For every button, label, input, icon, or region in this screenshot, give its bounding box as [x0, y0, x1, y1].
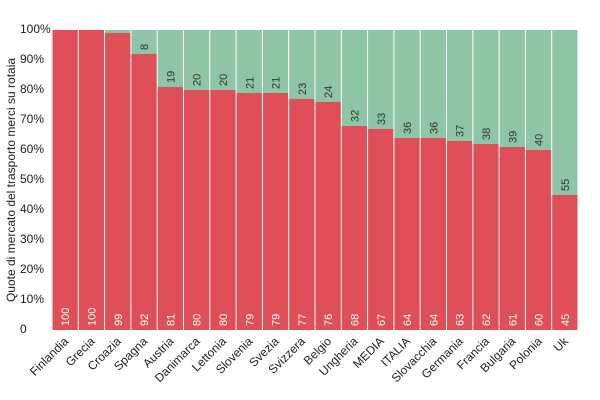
y-tick-label: 70%	[20, 112, 44, 126]
value-label: 38	[481, 128, 493, 140]
bar-segment	[262, 93, 289, 330]
value-label: 100	[86, 308, 98, 326]
y-tick-label: 50%	[20, 172, 44, 186]
value-label: 36	[428, 122, 440, 134]
bar-segment	[78, 30, 105, 330]
value-label: 20	[192, 74, 204, 86]
bar-segment	[157, 30, 183, 87]
bar-segment	[447, 30, 473, 141]
value-label: 68	[349, 314, 361, 326]
y-tick-label: 80%	[20, 82, 44, 96]
value-label: 77	[297, 314, 309, 326]
bar-segment	[184, 30, 210, 90]
y-tick-label: 10%	[20, 292, 44, 306]
value-label: 61	[507, 314, 519, 326]
value-label: 64	[428, 314, 440, 326]
value-label: 62	[481, 314, 493, 326]
bar-segment	[525, 30, 552, 150]
bar-segment	[394, 30, 420, 138]
bar-segment	[420, 30, 446, 138]
y-axis-label: Quote di mercato del trasporto merci su …	[4, 58, 18, 302]
bar-segment	[289, 30, 315, 99]
bar-segment	[394, 138, 420, 330]
bar-segment	[52, 30, 78, 330]
value-label: 40	[534, 134, 546, 146]
bar-segment	[236, 30, 262, 93]
bar-segment	[131, 30, 157, 54]
bar-segment	[499, 147, 525, 330]
value-label: 21	[244, 77, 256, 89]
bar-segment	[552, 30, 578, 195]
bar-segment	[368, 30, 394, 129]
bar-segment	[473, 144, 499, 330]
bar-segment	[315, 102, 341, 330]
value-label: 79	[244, 314, 256, 326]
bar-segment	[473, 30, 499, 144]
bar-segment	[341, 30, 368, 126]
value-label: 81	[165, 314, 177, 326]
value-label: 92	[139, 314, 151, 326]
x-tick-label: Uk	[551, 334, 572, 355]
value-label: 24	[323, 86, 335, 98]
value-label: 63	[455, 314, 467, 326]
value-label: 79	[271, 314, 283, 326]
y-tick-label: 90%	[20, 52, 44, 66]
bar-segment	[289, 99, 315, 330]
bar-segment	[499, 30, 525, 147]
bar-segment	[184, 90, 210, 330]
bar-segment	[157, 87, 183, 330]
bar-segment	[420, 138, 446, 330]
value-label: 37	[455, 125, 467, 137]
value-label: 80	[218, 314, 230, 326]
value-label: 21	[271, 77, 283, 89]
bar-segment	[262, 30, 289, 93]
value-label: 76	[323, 314, 335, 326]
value-label: 64	[402, 314, 414, 326]
bar-segment	[368, 129, 394, 330]
y-tick-label: 0	[20, 322, 27, 336]
value-label: 80	[192, 314, 204, 326]
y-tick-label: 30%	[20, 232, 44, 246]
value-label: 55	[560, 179, 572, 191]
bar-segment	[105, 30, 131, 33]
bar-segment	[341, 126, 368, 330]
value-label: 32	[349, 110, 361, 122]
bar-segment	[447, 141, 473, 330]
y-tick-label: 100%	[20, 22, 51, 36]
value-label: 8	[139, 44, 151, 50]
value-label: 60	[534, 314, 546, 326]
value-label: 99	[113, 314, 125, 326]
bar-segment	[210, 30, 236, 90]
bar-segment	[210, 90, 236, 330]
bar-segment	[236, 93, 262, 330]
bar-segment	[552, 195, 578, 330]
value-label: 100	[60, 308, 72, 326]
bar-segment	[315, 30, 341, 102]
bar-segment	[105, 33, 131, 330]
value-label: 20	[218, 74, 230, 86]
value-label: 36	[402, 122, 414, 134]
value-label: 45	[560, 314, 572, 326]
y-tick-label: 20%	[20, 262, 44, 276]
value-label: 67	[376, 314, 388, 326]
bar-segment	[131, 54, 157, 330]
y-tick-label: 40%	[20, 202, 44, 216]
y-tick-label: 60%	[20, 142, 44, 156]
value-label: 19	[165, 71, 177, 83]
value-label: 23	[297, 83, 309, 95]
bar-segment	[525, 150, 552, 330]
value-label: 33	[376, 113, 388, 125]
value-label: 39	[507, 131, 519, 143]
